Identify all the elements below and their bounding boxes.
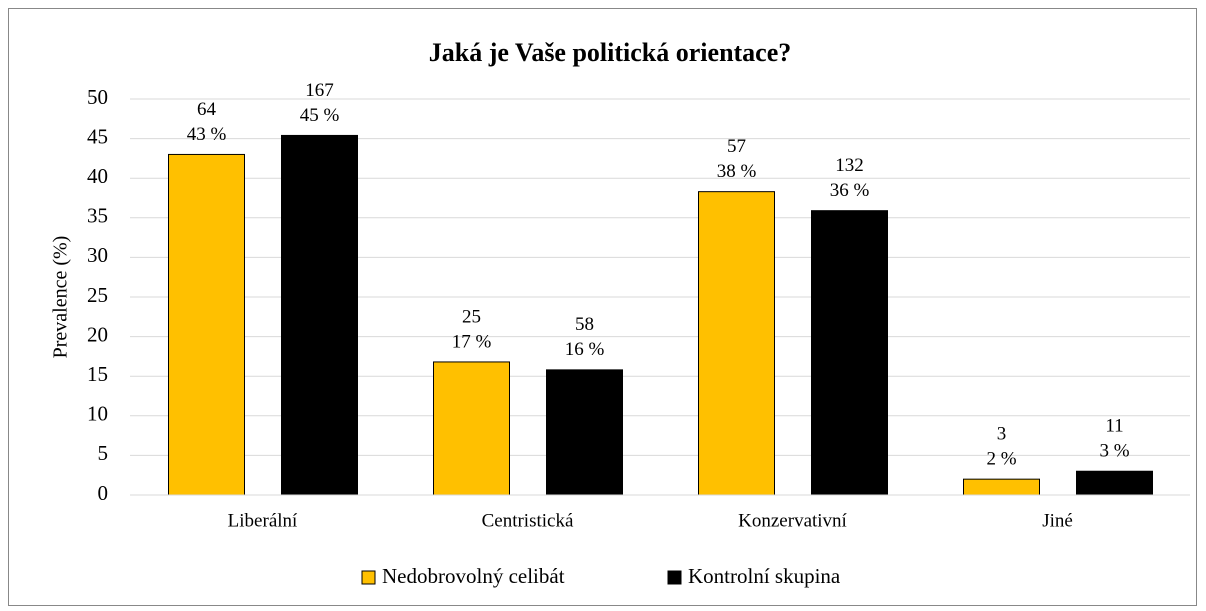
y-tick-label: 20 — [87, 322, 108, 346]
bar — [963, 478, 1040, 496]
count-label: 25 — [462, 306, 481, 327]
data-label: 3 % — [1099, 441, 1129, 462]
y-tick-label: 5 — [98, 441, 109, 465]
y-tick-label: 50 — [87, 85, 108, 109]
legend-label: Kontrolní skupina — [688, 564, 841, 588]
data-label: 16 % — [565, 339, 605, 360]
count-label: 132 — [835, 155, 864, 176]
y-tick-label: 10 — [87, 402, 108, 426]
y-axis-label: Prevalence (%) — [50, 236, 72, 359]
data-label: 17 % — [452, 331, 492, 352]
x-tick-label: Liberální — [228, 510, 298, 531]
x-tick-label: Konzervativní — [738, 510, 847, 531]
data-label: 45 % — [300, 105, 340, 126]
count-label: 64 — [197, 99, 217, 120]
count-label: 11 — [1105, 416, 1123, 437]
count-label: 57 — [727, 136, 746, 157]
data-label: 38 % — [717, 161, 757, 182]
chart-title: Jaká je Vaše politická orientace? — [429, 38, 792, 67]
bar — [698, 191, 775, 496]
data-label: 2 % — [986, 449, 1016, 470]
count-label: 58 — [575, 314, 594, 335]
y-tick-label: 35 — [87, 204, 108, 228]
y-tick-label: 40 — [87, 164, 108, 188]
y-tick-label: 0 — [98, 481, 109, 505]
count-label: 3 — [997, 424, 1007, 445]
bar — [281, 134, 358, 496]
bar — [546, 369, 623, 496]
x-tick-label: Jiné — [1042, 510, 1073, 531]
data-label: 43 % — [187, 124, 227, 145]
x-tick-label: Centristická — [482, 510, 574, 531]
y-tick-label: 45 — [87, 124, 108, 148]
bar — [168, 153, 245, 496]
count-label: 167 — [305, 80, 334, 101]
y-tick-label: 30 — [87, 243, 108, 267]
data-label: 36 % — [830, 180, 870, 201]
legend-label: Nedobrovolný celibát — [382, 564, 565, 588]
y-tick-label: 15 — [87, 362, 108, 386]
bar — [811, 210, 888, 496]
bar — [1076, 470, 1153, 496]
legend-swatch — [667, 570, 682, 585]
legend-swatch — [361, 570, 376, 585]
y-tick-label: 25 — [87, 283, 108, 307]
bar — [433, 361, 510, 496]
